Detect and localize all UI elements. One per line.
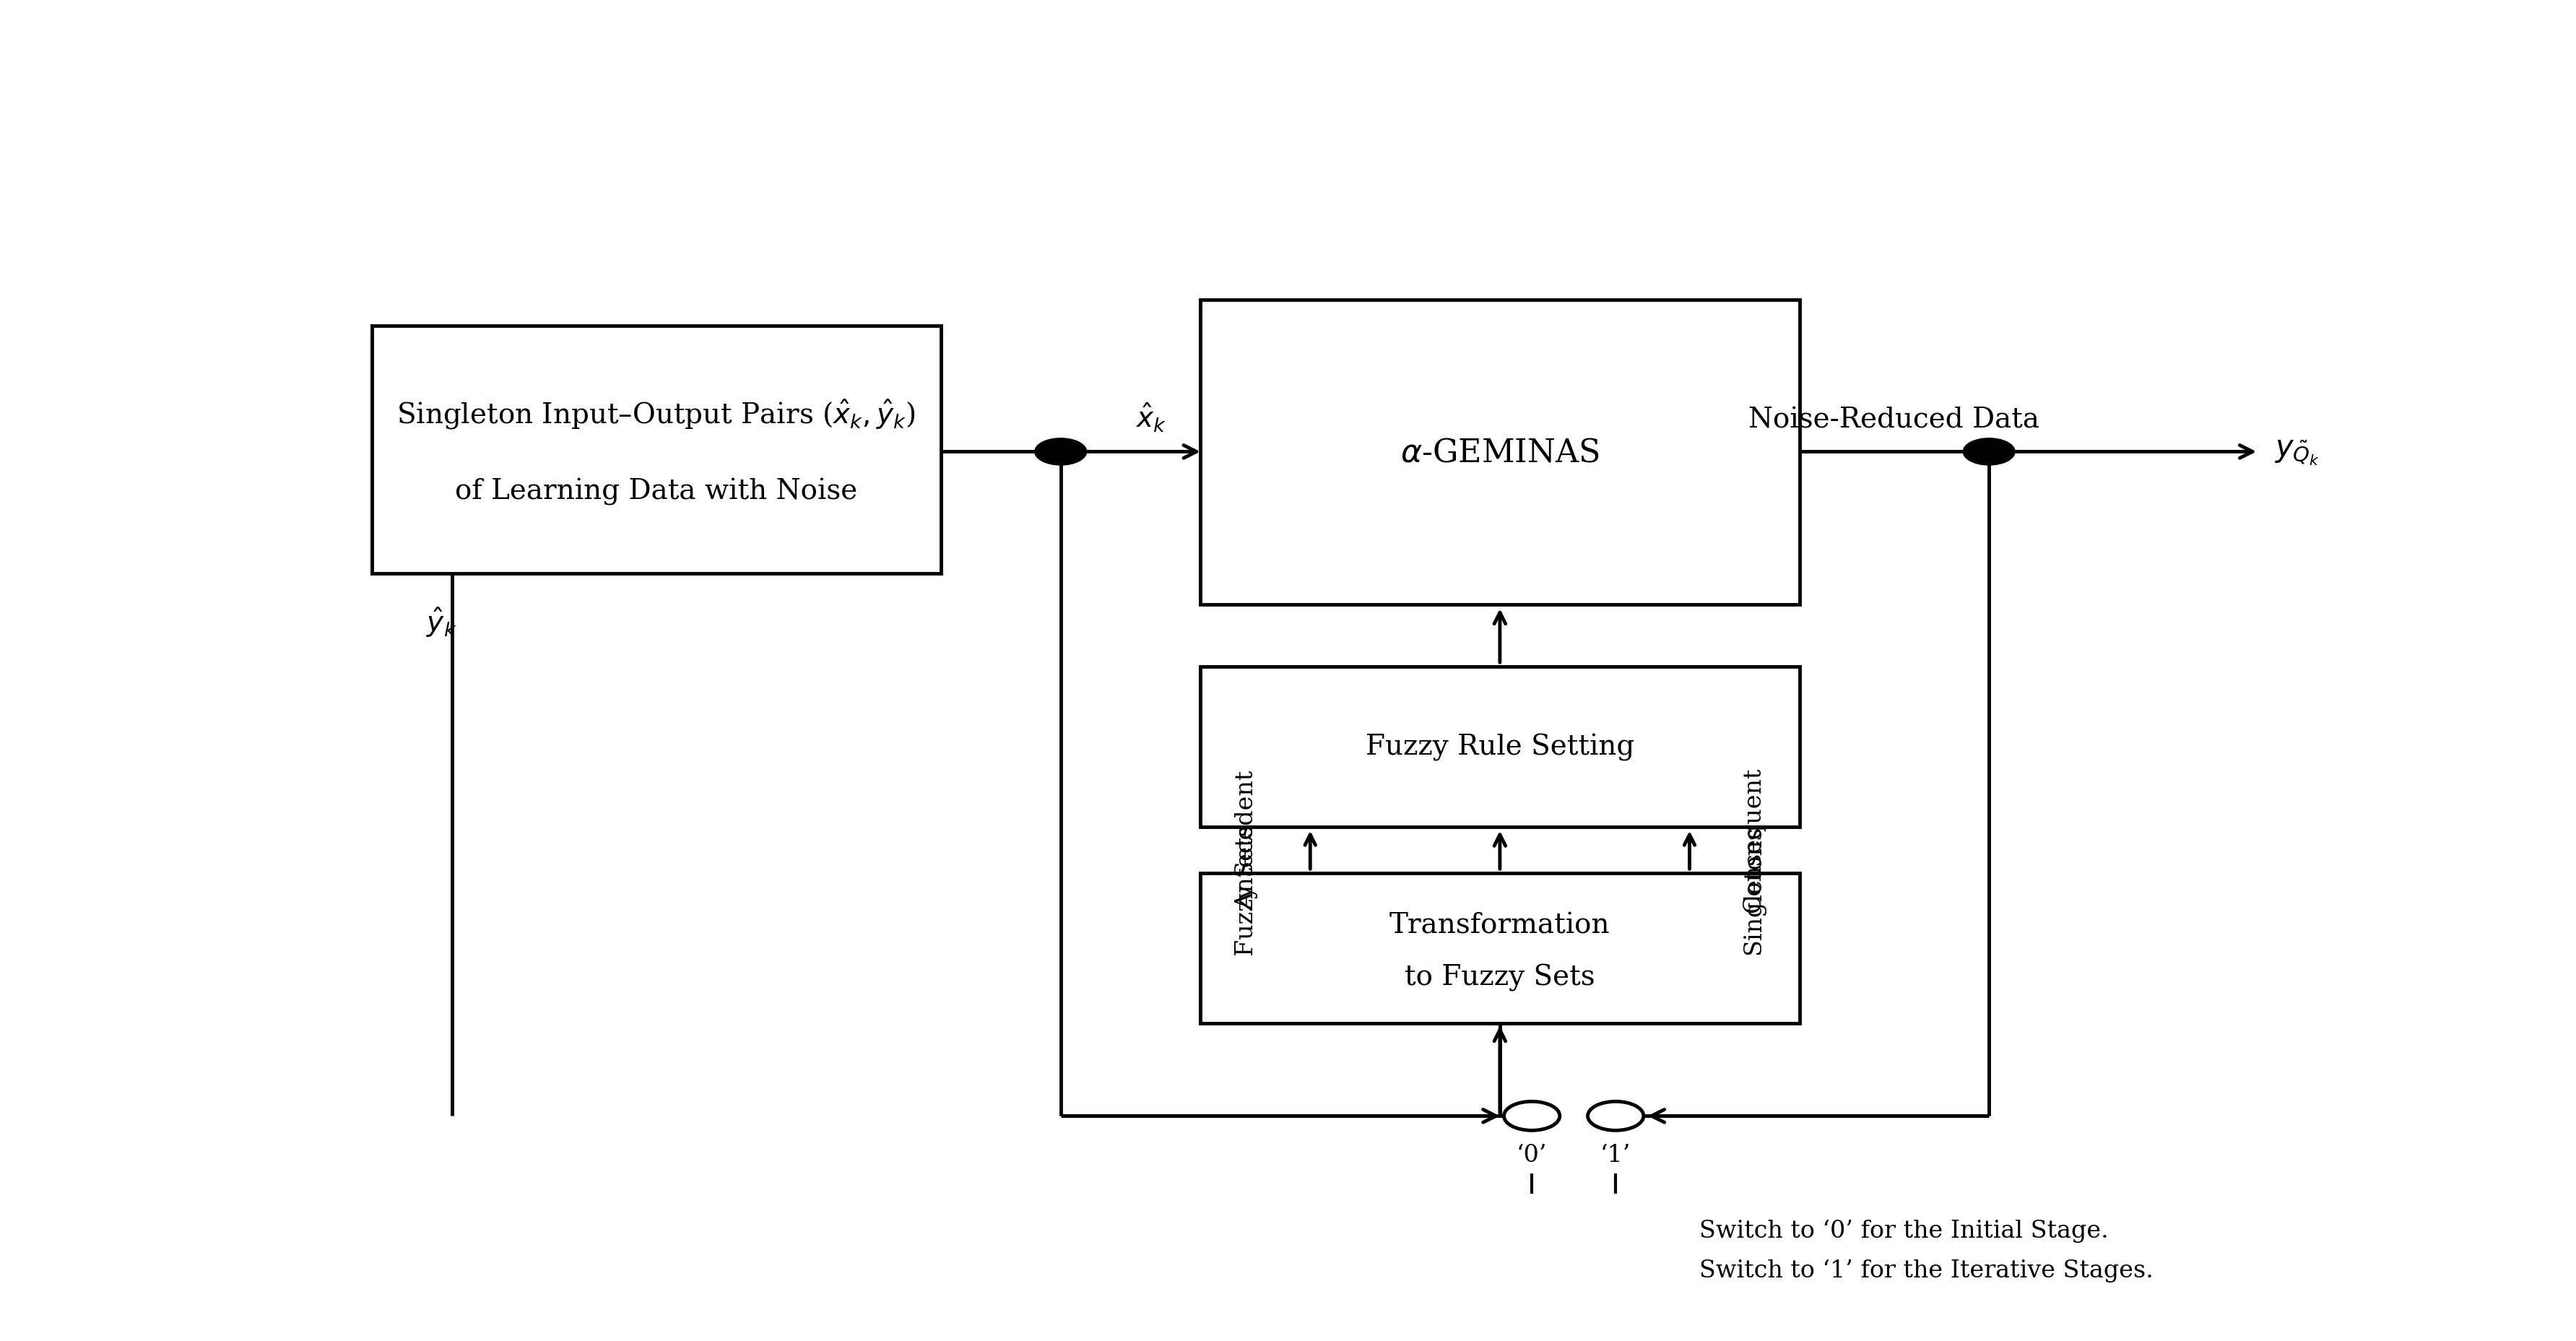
- Circle shape: [1963, 439, 2014, 465]
- Text: Fuzzy Rule Setting: Fuzzy Rule Setting: [1365, 734, 1633, 760]
- Bar: [371, 326, 940, 574]
- Text: ‘0’: ‘0’: [1517, 1143, 1548, 1165]
- Text: Antecedent: Antecedent: [1234, 770, 1257, 909]
- Bar: [1200, 873, 1798, 1023]
- Text: Consequent: Consequent: [1741, 767, 1765, 912]
- Text: Singletons: Singletons: [1741, 825, 1765, 953]
- Text: Switch to ‘0’ for the Initial Stage.: Switch to ‘0’ for the Initial Stage.: [1700, 1219, 2110, 1242]
- Text: to Fuzzy Sets: to Fuzzy Sets: [1404, 963, 1595, 991]
- Text: Switch to ‘1’ for the Iterative Stages.: Switch to ‘1’ for the Iterative Stages.: [1700, 1258, 2154, 1282]
- Text: ‘1’: ‘1’: [1600, 1143, 1631, 1165]
- Text: Noise-Reduced Data: Noise-Reduced Data: [1749, 406, 2040, 433]
- Text: Singleton Input–Output Pairs ($\hat{x}_k, \hat{y}_k$): Singleton Input–Output Pairs ($\hat{x}_k…: [397, 397, 917, 430]
- Text: Fuzzy Sets: Fuzzy Sets: [1234, 823, 1257, 955]
- Text: $\hat{y}_k$: $\hat{y}_k$: [425, 605, 459, 638]
- Text: $y_{\tilde{Q}_k}$: $y_{\tilde{Q}_k}$: [2275, 437, 2321, 467]
- Circle shape: [1036, 439, 1087, 465]
- Bar: [1200, 666, 1798, 827]
- Text: $\hat{x}_k$: $\hat{x}_k$: [1136, 401, 1167, 433]
- Text: Transformation: Transformation: [1388, 912, 1610, 939]
- Text: $\alpha$-GEMINAS: $\alpha$-GEMINAS: [1401, 437, 1600, 468]
- Text: of Learning Data with Noise: of Learning Data with Noise: [456, 477, 858, 506]
- Bar: [1200, 300, 1798, 605]
